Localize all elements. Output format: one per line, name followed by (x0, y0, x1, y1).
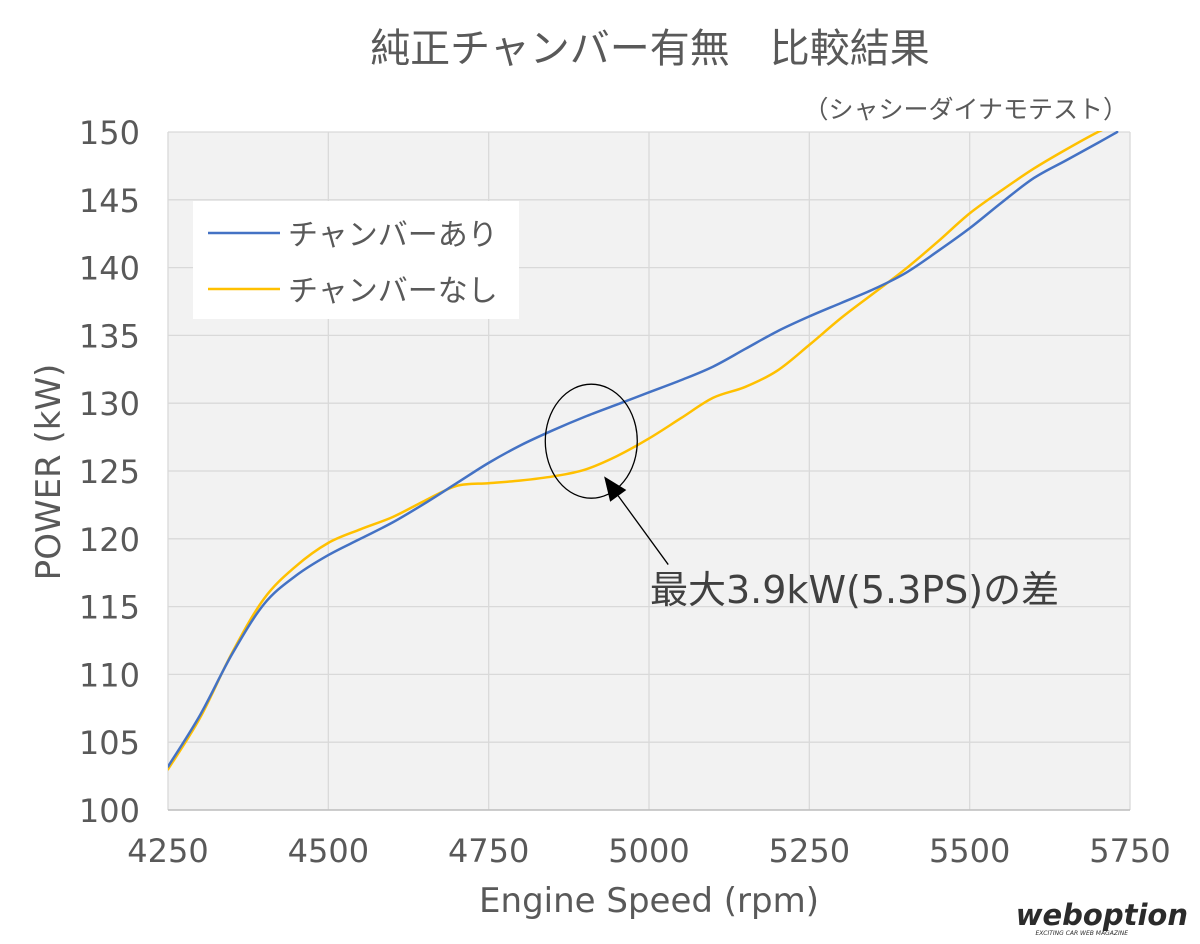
y-tick-label-115: 115 (79, 589, 140, 627)
y-tick-label-120: 120 (79, 521, 140, 559)
watermark-brand: weboption (1016, 898, 1188, 932)
x-tick-label-5750: 5750 (1089, 832, 1170, 870)
y-tick-label-140: 140 (79, 250, 140, 288)
watermark-logo: weboption EXCITING CAR WEB MAGAZINE (1016, 898, 1188, 937)
chart-title: 純正チャンバー有無 比較結果 (370, 26, 930, 72)
annotation-label: 最大3.9kW(5.3PS)の差 (650, 568, 1059, 612)
x-axis-title: Engine Speed (rpm) (479, 881, 819, 921)
annotation-circle (544, 383, 638, 499)
legend-label-without-chamber: チャンバーなし (288, 274, 498, 309)
legend-box (193, 201, 519, 319)
y-tick-label-150: 150 (79, 114, 140, 152)
series-line-without-chamber (168, 131, 1103, 771)
annotation-arrowhead (604, 476, 627, 502)
x-tick-label-5500: 5500 (929, 832, 1010, 870)
x-tick-label-4750: 4750 (448, 832, 529, 870)
x-tick-label-5250: 5250 (769, 832, 850, 870)
legend-label-with-chamber: チャンバーあり (288, 218, 498, 253)
y-axis-title: POWER (kW) (29, 364, 69, 581)
y-tick-label-135: 135 (79, 317, 140, 355)
annotation-arrow-line (617, 495, 669, 565)
x-tick-label-4250: 4250 (127, 832, 208, 870)
y-tick-label-105: 105 (79, 724, 140, 762)
legend: チャンバーあり チャンバーなし (193, 201, 519, 319)
y-tick-label-125: 125 (79, 453, 140, 491)
x-tick-label-4500: 4500 (288, 832, 369, 870)
series-line-with-chamber (168, 131, 1119, 768)
x-tick-label-5000: 5000 (608, 832, 689, 870)
y-tick-label-100: 100 (79, 792, 140, 830)
y-tick-label-130: 130 (79, 385, 140, 423)
y-tick-label-145: 145 (79, 182, 140, 220)
watermark-tagline: EXCITING CAR WEB MAGAZINE (1035, 930, 1128, 937)
chart-subtitle: （シャシーダイナモテスト） (803, 95, 1128, 124)
y-tick-label-110: 110 (79, 656, 140, 694)
